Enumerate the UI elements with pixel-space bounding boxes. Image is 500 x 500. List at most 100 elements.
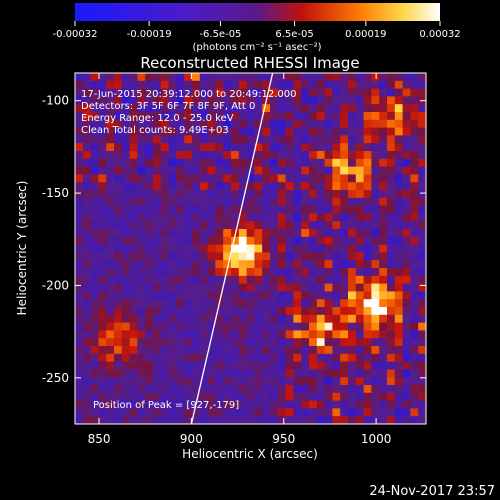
heatmap-cell — [106, 268, 115, 277]
heatmap-cell — [348, 361, 357, 370]
heatmap-cell — [309, 213, 318, 222]
heatmap-cell — [379, 135, 388, 144]
heatmap-cell — [363, 158, 372, 167]
heatmap-cell — [121, 385, 130, 394]
heatmap-cell — [176, 166, 185, 175]
heatmap-cell — [410, 158, 419, 167]
heatmap-cell — [176, 197, 185, 206]
heatmap-cell — [262, 151, 271, 160]
heatmap-cell — [98, 400, 107, 409]
heatmap-cell — [98, 73, 107, 82]
heatmap-cell — [355, 322, 364, 331]
heatmap-cell — [301, 330, 310, 339]
heatmap-cell — [316, 268, 325, 277]
heatmap-cell — [184, 408, 193, 417]
plot-frame — [74, 72, 427, 425]
heatmap-cell — [153, 158, 162, 167]
heatmap-cell — [153, 299, 162, 308]
heatmap-cell — [270, 80, 279, 89]
heatmap-cell — [348, 80, 357, 89]
heatmap-cell — [207, 299, 216, 308]
heatmap-cell — [90, 205, 99, 214]
heatmap-cell — [106, 252, 115, 261]
heatmap-cell — [106, 182, 115, 191]
heatmap-cell — [332, 80, 341, 89]
heatmap-cell — [340, 338, 349, 347]
heatmap-cell — [355, 244, 364, 253]
heatmap-cell — [379, 291, 388, 300]
heatmap-cell — [316, 135, 325, 144]
heatmap-cell — [309, 174, 318, 183]
heatmap-cell — [231, 291, 240, 300]
heatmap-cell — [262, 330, 271, 339]
heatmap-cell — [145, 213, 154, 222]
heatmap-cell — [316, 400, 325, 409]
heatmap-cell — [199, 408, 208, 417]
heatmap-cell — [176, 377, 185, 386]
heatmap-cell — [270, 182, 279, 191]
heatmap-cell — [371, 135, 380, 144]
heatmap-cell — [231, 338, 240, 347]
heatmap-cell — [82, 135, 91, 144]
heatmap-cell — [394, 400, 403, 409]
heatmap-cell — [355, 143, 364, 152]
heatmap-cell — [129, 252, 138, 261]
heatmap-cell — [192, 252, 201, 261]
heatmap-cell — [137, 112, 146, 121]
heatmap-cell — [145, 88, 154, 97]
heatmap-cell — [379, 346, 388, 355]
heatmap-cell — [262, 322, 271, 331]
heatmap-cell — [316, 252, 325, 261]
heatmap-cell — [121, 96, 130, 105]
heatmap-cell — [106, 135, 115, 144]
heatmap-cell — [145, 158, 154, 167]
heatmap-cell — [176, 369, 185, 378]
heatmap-cell — [387, 213, 396, 222]
heatmap-cell — [340, 158, 349, 167]
heatmap-cell — [277, 135, 286, 144]
heatmap-cell — [285, 314, 294, 323]
heatmap-cell — [75, 205, 84, 214]
heatmap-cell — [90, 268, 99, 277]
heatmap-cell — [137, 408, 146, 417]
heatmap-cell — [285, 361, 294, 370]
heatmap-cell — [293, 182, 302, 191]
heatmap-cell — [121, 80, 130, 89]
heatmap-cell — [301, 400, 310, 409]
heatmap-cell — [160, 346, 169, 355]
heatmap-cell — [262, 385, 271, 394]
heatmap-cell — [75, 135, 84, 144]
heatmap-cell — [184, 416, 193, 424]
heatmap-cell — [270, 283, 279, 292]
heatmap-cell — [402, 260, 411, 269]
heatmap-cell — [332, 416, 341, 424]
heatmap-cell — [371, 330, 380, 339]
heatmap-cell — [106, 260, 115, 269]
heatmap-cell — [270, 377, 279, 386]
heatmap-cell — [254, 408, 263, 417]
heatmap-cell — [129, 166, 138, 175]
heatmap-cell — [129, 135, 138, 144]
heatmap-cell — [153, 236, 162, 245]
heatmap-cell — [262, 299, 271, 308]
heatmap-cell — [363, 385, 372, 394]
heatmap-cell — [254, 416, 263, 424]
heatmap-cell — [192, 275, 201, 284]
heatmap-cell — [106, 283, 115, 292]
heatmap-cell — [262, 275, 271, 284]
heatmap-cell — [285, 260, 294, 269]
heatmap-cell — [309, 112, 318, 121]
heatmap-cell — [301, 88, 310, 97]
heatmap-cell — [129, 260, 138, 269]
heatmap-cell — [418, 158, 426, 167]
heatmap-cell — [293, 112, 302, 121]
heatmap-cell — [145, 408, 154, 417]
heatmap-cell — [106, 151, 115, 160]
heatmap-cell — [75, 330, 84, 339]
heatmap-cell — [160, 166, 169, 175]
heatmap-cell — [98, 260, 107, 269]
heatmap-cell — [418, 190, 426, 199]
heatmap-cell — [418, 80, 426, 89]
heatmap-cell — [153, 338, 162, 347]
heatmap-cell — [184, 346, 193, 355]
